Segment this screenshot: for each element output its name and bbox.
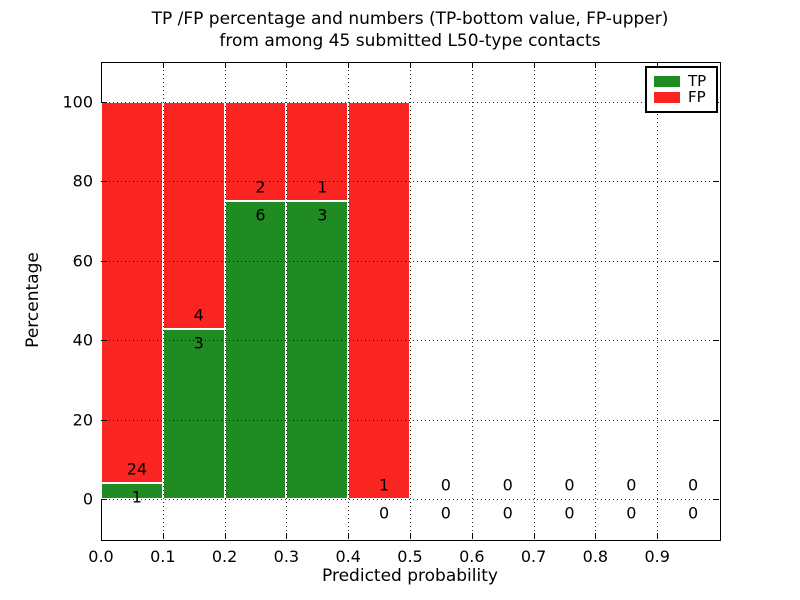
v-gridline — [595, 62, 597, 539]
bar-tp-segment — [286, 201, 349, 500]
fp-count-label: 0 — [688, 475, 699, 495]
x-tick-label: 0.8 — [582, 547, 609, 566]
v-gridline — [162, 62, 164, 539]
bar-tp-segment — [101, 483, 163, 500]
x-tick — [101, 62, 102, 68]
x-tick — [533, 62, 535, 68]
v-gridline — [410, 62, 411, 539]
tp-count-label: 0 — [440, 503, 451, 523]
legend-label-fp: FP — [688, 88, 706, 107]
y-tick-label: 80 — [72, 171, 93, 191]
fp-count-label: 24 — [126, 459, 148, 479]
y-tick — [101, 260, 107, 262]
y-tick — [101, 419, 107, 421]
v-gridline — [533, 62, 535, 539]
fp-count-label: 0 — [626, 475, 637, 495]
x-tick-label: 0.6 — [459, 547, 485, 566]
chart-title-line2: from among 45 submitted L50-type contact… — [219, 31, 601, 51]
bar-fp-segment — [286, 101, 349, 202]
chart-title-line1: TP /FP percentage and numbers (TP-bottom… — [151, 9, 669, 29]
fp-count-label: 1 — [317, 177, 328, 197]
y-tick-label: 0 — [82, 489, 93, 509]
legend: TP FP — [645, 66, 718, 113]
x-tick — [410, 62, 411, 68]
fp-count-label: 0 — [564, 475, 575, 495]
x-tick — [657, 62, 659, 68]
tp-count-label: 0 — [502, 503, 513, 523]
x-tick — [162, 533, 164, 539]
fp-count-label: 0 — [502, 475, 513, 495]
y-tick — [101, 499, 107, 501]
v-gridline — [471, 62, 473, 539]
legend-swatch-tp-icon — [654, 75, 680, 87]
x-tick — [162, 62, 164, 68]
chart-title: TP /FP percentage and numbers (TP-bottom… — [101, 8, 719, 52]
y-axis-label: Percentage — [23, 252, 43, 348]
v-gridline — [224, 62, 226, 539]
v-gridline — [348, 62, 350, 539]
v-gridline — [286, 62, 288, 539]
y-tick — [101, 340, 107, 342]
bar-tp-segment — [162, 328, 225, 500]
tp-count-label: 0 — [626, 503, 637, 523]
fp-count-label: 4 — [193, 305, 204, 325]
legend-row-fp: FP — [654, 90, 709, 107]
tp-count-label: 3 — [193, 333, 204, 353]
tp-count-label: 0 — [688, 503, 699, 523]
y-tick-label: 100 — [62, 92, 93, 112]
bar-tp-segment — [224, 201, 287, 500]
x-tick — [410, 533, 411, 539]
x-tick — [595, 533, 597, 539]
x-tick — [471, 533, 473, 539]
x-tick-label: 0.1 — [150, 547, 176, 566]
x-tick-label: 0.3 — [273, 547, 300, 566]
tp-count-label: 0 — [564, 503, 575, 523]
y-tick — [713, 260, 719, 262]
y-tick — [713, 419, 719, 421]
legend-label-tp: TP — [688, 71, 707, 90]
x-tick-label: 0.7 — [520, 547, 547, 566]
bar-fp-segment — [348, 101, 410, 500]
y-tick — [101, 181, 107, 183]
bar-fp-segment — [162, 101, 225, 329]
v-gridline — [657, 62, 659, 539]
y-tick — [713, 499, 719, 501]
x-tick-label: 0.4 — [335, 547, 361, 566]
x-tick — [348, 62, 350, 68]
x-tick-label: 0.0 — [88, 547, 114, 566]
bar-fp-segment — [101, 101, 163, 484]
fp-count-label: 2 — [255, 177, 266, 197]
tp-count-label: 0 — [379, 503, 390, 523]
x-tick — [595, 62, 597, 68]
y-tick — [713, 340, 719, 342]
y-tick-label: 20 — [72, 410, 93, 430]
x-tick-label: 0.5 — [397, 547, 423, 566]
y-tick-label: 60 — [72, 251, 93, 271]
tp-count-label: 3 — [317, 205, 328, 225]
x-tick — [471, 62, 473, 68]
fp-count-label: 1 — [379, 475, 390, 495]
fp-count-label: 0 — [440, 475, 451, 495]
x-tick — [224, 62, 226, 68]
x-tick — [286, 62, 288, 68]
y-tick — [101, 101, 107, 103]
legend-swatch-fp-icon — [654, 92, 680, 104]
tp-count-label: 1 — [131, 487, 142, 507]
x-axis-label: Predicted probability — [322, 566, 498, 586]
x-tick — [657, 533, 659, 539]
tp-count-label: 6 — [255, 205, 266, 225]
x-tick — [286, 533, 288, 539]
x-tick-label: 0.2 — [211, 547, 238, 566]
x-tick — [533, 533, 535, 539]
legend-row-tp: TP — [654, 73, 709, 90]
y-tick — [713, 181, 719, 183]
x-tick — [348, 533, 350, 539]
x-tick — [101, 533, 102, 539]
x-tick-label: 0.9 — [644, 547, 670, 566]
y-tick-label: 40 — [72, 330, 93, 350]
x-tick — [224, 533, 226, 539]
